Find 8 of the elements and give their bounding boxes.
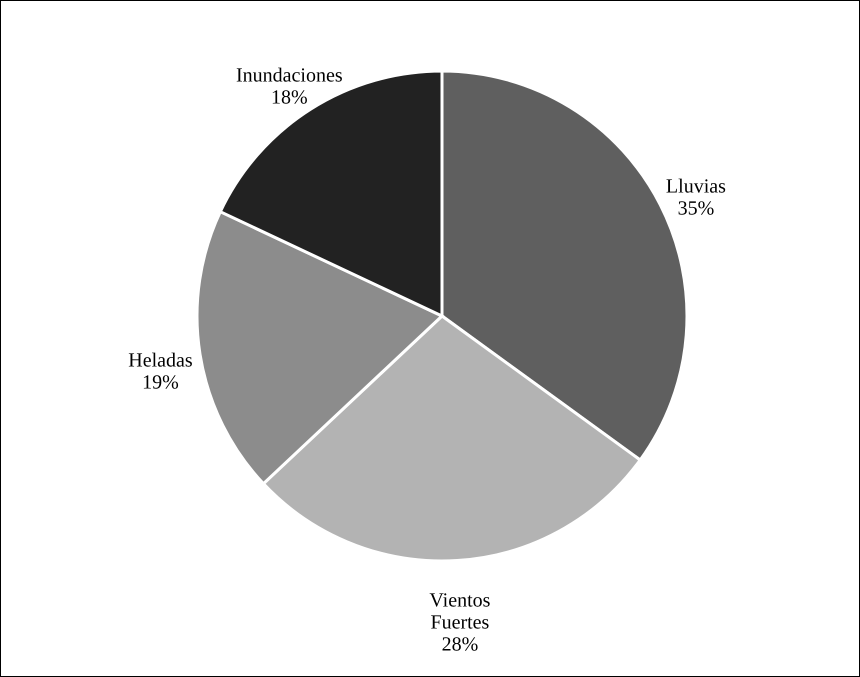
data-label: 18% [270,86,308,108]
data-label: 35% [678,198,714,220]
slice-label: Vientos Fuertes [429,589,491,634]
data-label: 19% [142,372,179,394]
data-label: 28% [442,633,478,656]
slice-label: Lluvias [666,176,726,198]
slice-label: Inundaciones [236,64,343,86]
slice-label: Heladas [128,350,193,372]
